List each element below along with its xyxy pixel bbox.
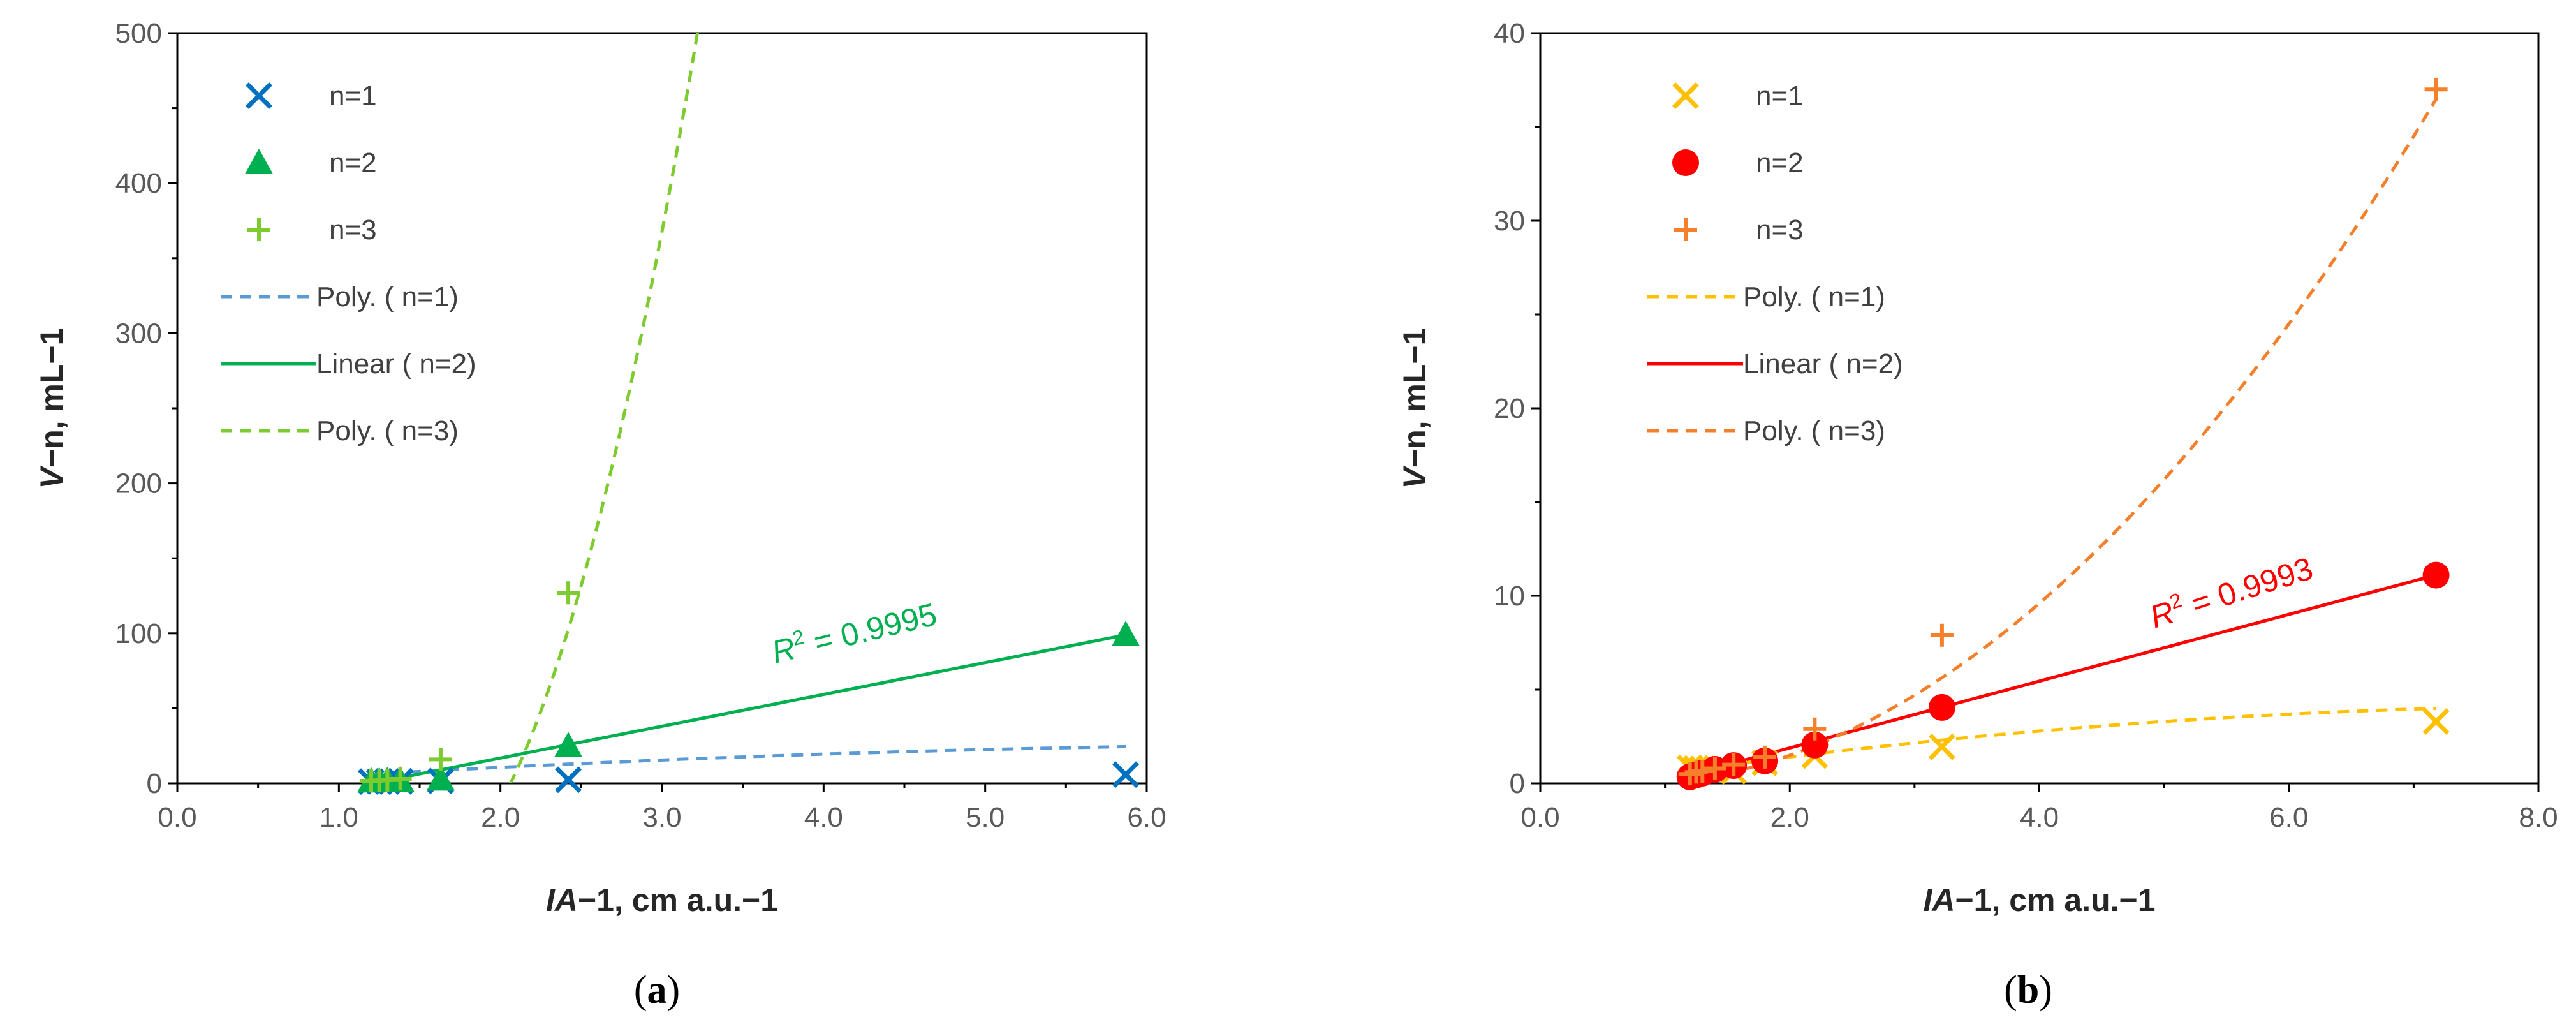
- x-tick-label: 8.0: [2519, 802, 2558, 833]
- trendlines: [371, 33, 1126, 783]
- r-squared-annotation: R2 = 0.9995: [768, 594, 941, 670]
- legend-label: n=2: [1756, 147, 1804, 179]
- y-axis-title: V−n, mL−1: [1397, 328, 1432, 489]
- trendline-1: [1689, 707, 2436, 772]
- x-axis-title: IA−1, cm a.u.−1: [1923, 882, 2155, 918]
- x-tick-label: 0.0: [158, 802, 196, 833]
- legend-label: Poly. ( n=3): [316, 415, 459, 447]
- y-axis-title: V−n, mL−1: [34, 328, 70, 489]
- data-point: [1928, 693, 1955, 721]
- y-axis-title-italic: V: [1397, 465, 1432, 489]
- chart-panel-b: 0 10 20 30 40 0.0 2.0 4.0 6.0 8.0 IA−1, cm a.u.−1 V…: [1397, 18, 2558, 1012]
- data-point: [388, 767, 412, 790]
- data-point: [2422, 561, 2450, 589]
- y-axis-title-italic: V: [34, 465, 70, 489]
- panel-letter: b: [2017, 968, 2039, 1012]
- legend-label: Linear ( n=2): [316, 348, 476, 380]
- data-point: [1703, 757, 1726, 780]
- legend-label: Poly. ( n=1): [316, 281, 459, 313]
- trendline-3: [1689, 98, 2438, 782]
- data-point: [1801, 731, 1829, 759]
- x-axis-title-italic: IA: [546, 882, 578, 918]
- legend-label: n=2: [329, 147, 377, 179]
- legend-marker: [245, 149, 273, 174]
- y-tick-label: 500: [115, 18, 162, 49]
- legend-marker: [1674, 218, 1697, 241]
- data-point: [1803, 717, 1827, 741]
- data-point: [1112, 621, 1140, 646]
- series-2-markers: [357, 621, 1140, 793]
- legend-marker: [1672, 149, 1699, 176]
- trendline-1: [371, 744, 1126, 776]
- x-tick-label: 1.0: [320, 802, 358, 833]
- y-tick-label: 10: [1494, 581, 1525, 612]
- y-tick-label: 20: [1494, 393, 1525, 424]
- data-point: [554, 732, 583, 757]
- data-point: [1753, 745, 1777, 769]
- legend-marker: [1672, 82, 1699, 109]
- series-3-markers: [360, 581, 580, 793]
- data-point: [426, 765, 455, 791]
- y-axis-title-rest: −n, mL−1: [34, 328, 70, 468]
- y-axis-title-rest: −n, mL−1: [1397, 328, 1432, 468]
- panel-label: (b): [2004, 968, 2052, 1012]
- r-squared-annotation: R2 = 0.9993: [2145, 548, 2317, 635]
- legend-label: n=3: [1756, 214, 1804, 246]
- y-tick-label: 300: [115, 318, 162, 349]
- data-point: [2422, 708, 2450, 735]
- series-3-markers: [1678, 78, 2448, 786]
- y-tick-label: 30: [1494, 205, 1525, 237]
- x-tick-label: 6.0: [2269, 802, 2308, 833]
- data-point: [557, 581, 580, 605]
- x-axis-title: IA−1, cm a.u.−1: [546, 882, 778, 918]
- x-axis-title-rest: −1, cm a.u.−1: [1955, 882, 2155, 918]
- plot-area-frame: [1539, 32, 2540, 785]
- r-squared-value: = 0.9995: [802, 596, 940, 662]
- legend-label: Poly. ( n=3): [1743, 415, 1885, 447]
- x-tick-label: 2.0: [1770, 802, 1809, 833]
- x-tick-label: 0.0: [1520, 802, 1559, 833]
- data-point: [1691, 759, 1714, 783]
- data-point: [2424, 78, 2448, 101]
- x-axis-title-italic: IA: [1923, 882, 1955, 918]
- x-tick-label: 5.0: [966, 802, 1005, 833]
- x-tick-label: 4.0: [2020, 802, 2059, 833]
- y-tick-label: 0: [147, 768, 162, 799]
- trendline-3: [508, 33, 700, 783]
- legend-marker: [246, 82, 272, 109]
- legend-marker: [247, 218, 270, 241]
- y-tick-label: 400: [115, 168, 162, 199]
- y-tick-label: 200: [115, 468, 162, 500]
- legend-label: n=1: [1756, 80, 1804, 112]
- x-tick-label: 6.0: [1127, 802, 1166, 833]
- data-point: [1112, 761, 1140, 788]
- x-tick-label: 3.0: [642, 802, 681, 833]
- y-tick-label: 0: [1510, 768, 1525, 799]
- panel-label: (a): [634, 968, 680, 1012]
- x-axis-title-rest: −1, cm a.u.−1: [578, 882, 778, 918]
- data-point: [1930, 623, 1954, 647]
- legend-label: Linear ( n=2): [1743, 348, 1903, 380]
- data-point: [1722, 753, 1746, 776]
- legend-label: n=1: [329, 80, 377, 112]
- legend-label: n=3: [329, 214, 377, 246]
- data-point: [1928, 733, 1955, 760]
- y-tick-label: 40: [1494, 18, 1525, 49]
- data-point: [555, 766, 582, 794]
- x-tick-label: 2.0: [481, 802, 520, 833]
- legend-label: Poly. ( n=1): [1743, 281, 1885, 313]
- panel-letter: a: [647, 968, 667, 1012]
- x-tick-label: 4.0: [804, 802, 843, 833]
- trendline-2: [371, 633, 1126, 783]
- legend: n=1 n=2 n=3 Poly. ( n=1) Linear ( n=2) Poly. …: [1647, 80, 1903, 447]
- y-tick-label: 100: [115, 618, 162, 649]
- data-point: [429, 748, 452, 771]
- legend: n=1 n=2 n=3 Poly. ( n=1) Linear ( n=2) Poly. …: [221, 80, 476, 447]
- plot-area-frame: [176, 32, 1148, 785]
